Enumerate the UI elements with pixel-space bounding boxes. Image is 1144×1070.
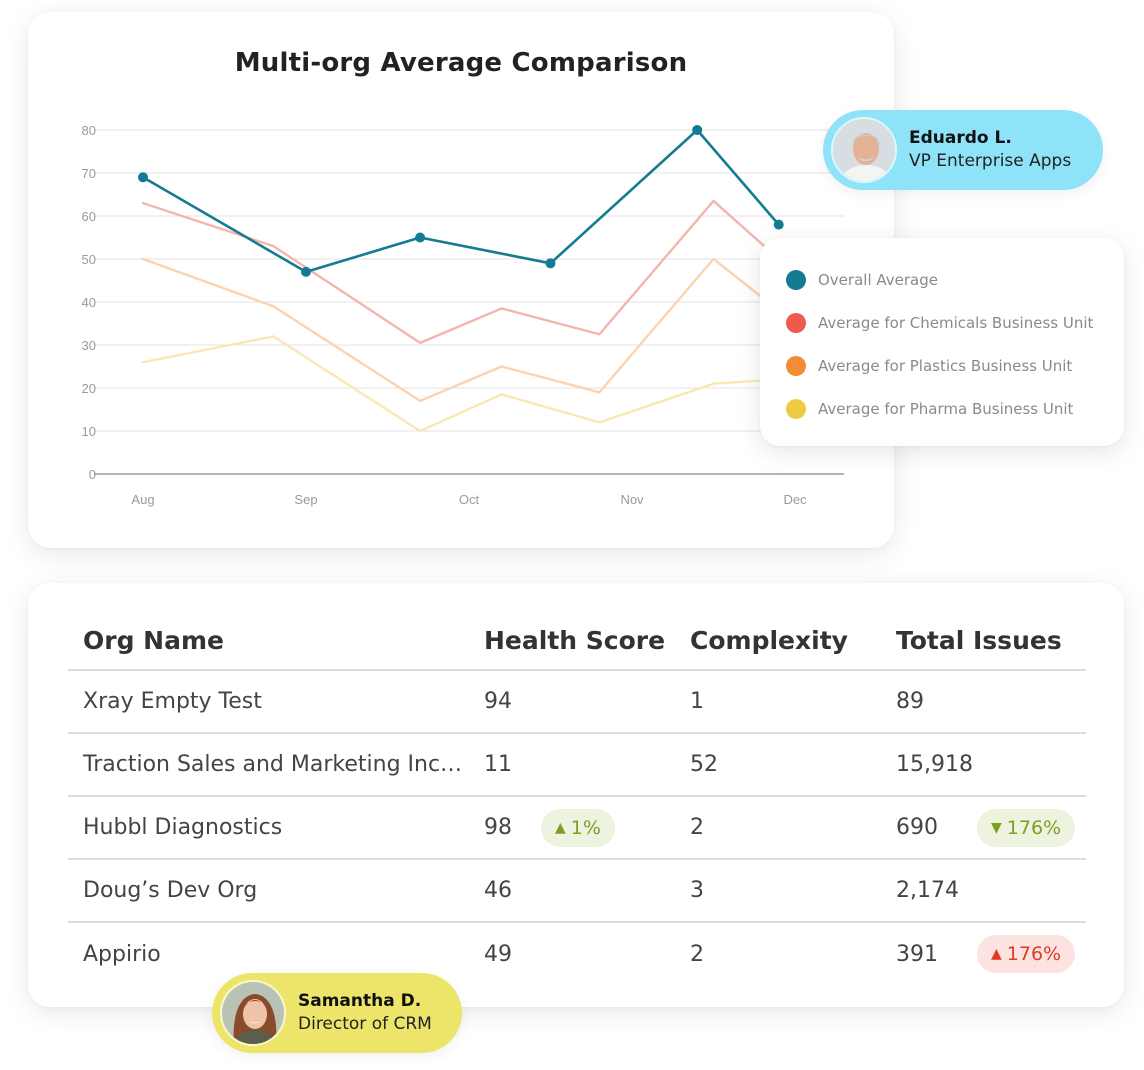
complexity-cell: 2 [690,815,704,840]
line-chart: 0 10 20 30 40 50 60 70 80 Aug Sep Oct Nov Dec [82,123,844,507]
total-issues-cell: 690 [896,815,938,840]
badge-value: 1% [570,817,601,839]
org-name-cell: Traction Sales and Marketing Inc… [83,752,463,777]
total-issues-cell: 89 [896,689,924,714]
column-header-health-score[interactable]: Health Score [484,625,666,655]
health-score-cell: 98 [484,815,512,840]
arrow-up-icon: ▲ [991,946,1002,962]
health-score-cell: 49 [484,942,512,967]
arrow-down-icon: ▼ [991,820,1002,836]
table-row[interactable]: Xray Empty Test 94 1 89 [68,671,1086,734]
person-badge-eduardo: Eduardo L. VP Enterprise Apps [823,110,1103,190]
health-score-cell: 46 [484,878,512,903]
legend-label: Average for Pharma Business Unit [818,400,1074,418]
org-name-cell: Appirio [83,942,161,967]
column-header-org-name[interactable]: Org Name [83,625,224,655]
legend-item-pharma[interactable]: Average for Pharma Business Unit [786,397,1073,421]
issues-change-badge: ▲ 176% [977,935,1076,973]
legend-item-overall[interactable]: Overall Average [786,268,938,292]
table-row[interactable]: Traction Sales and Marketing Inc… 11 52 … [68,734,1086,797]
y-tick-label: 60 [82,209,96,224]
series-point [415,232,426,243]
arrow-up-icon: ▲ [555,820,566,836]
series-point [301,266,311,277]
table-row[interactable]: Appirio 49 2 391 ▲ 176% [68,923,1086,986]
column-header-complexity[interactable]: Complexity [690,625,848,655]
y-tick-label: 0 [89,467,96,482]
series-point [773,219,784,230]
y-tick-label: 80 [82,123,96,138]
health-score-cell: 94 [484,689,512,714]
person-name: Samantha D. [298,991,422,1011]
legend-label: Average for Chemicals Business Unit [818,314,1094,332]
health-score-cell: 11 [484,752,512,777]
table-header: Org Name Health Score Complexity Total I… [68,611,1086,671]
table-row[interactable]: Hubbl Diagnostics 98 ▲ 1% 2 690 ▼ 176% [68,797,1086,860]
complexity-cell: 1 [690,689,704,714]
person-name: Eduardo L. [909,128,1012,148]
org-name-cell: Xray Empty Test [83,689,262,714]
complexity-cell: 2 [690,942,704,967]
series-line-2 [141,257,780,403]
badge-value: 176% [1006,943,1062,965]
legend-dot-icon [786,399,806,419]
org-name-cell: Doug’s Dev Org [83,878,258,903]
legend-label: Average for Plastics Business Unit [818,357,1073,375]
x-tick-label: Aug [131,492,154,507]
total-issues-cell: 2,174 [896,878,959,903]
y-tick-label: 10 [82,424,96,439]
series-line-0 [141,128,781,274]
y-tick-label: 50 [82,252,96,267]
avatar [220,980,286,1046]
chart-legend: Overall Average Average for Chemicals Bu… [760,238,1124,446]
total-issues-cell: 15,918 [896,752,973,777]
person-badge-samantha: Samantha D. Director of CRM [212,973,462,1053]
y-tick-label: 40 [82,295,96,310]
legend-dot-icon [786,313,806,333]
legend-item-chemicals[interactable]: Average for Chemicals Business Unit [786,311,1093,335]
avatar [831,117,897,183]
series-point [138,172,148,183]
series-line-1 [141,199,780,345]
column-header-total-issues[interactable]: Total Issues [896,625,1062,655]
health-change-badge: ▲ 1% [541,809,615,847]
org-name-cell: Hubbl Diagnostics [83,815,283,840]
y-tick-label: 70 [82,166,96,181]
complexity-cell: 3 [690,878,704,903]
person-role: VP Enterprise Apps [909,151,1072,171]
y-tick-label: 30 [82,338,96,353]
badge-value: 176% [1006,817,1062,839]
person-role: Director of CRM [298,1014,432,1034]
x-tick-label: Dec [783,492,807,507]
x-tick-label: Sep [294,492,317,507]
legend-label: Overall Average [818,271,938,289]
table-row[interactable]: Doug’s Dev Org 46 3 2,174 [68,860,1086,923]
y-tick-label: 20 [82,381,96,396]
series-line-3 [141,335,780,433]
chart-title: Multi-org Average Comparison [234,48,688,78]
legend-dot-icon [786,270,806,290]
chart-card: Multi-org Average Comparison 0 10 20 30 40 50… [28,12,894,548]
legend-dot-icon [786,356,806,376]
total-issues-cell: 391 [896,942,938,967]
complexity-cell: 52 [690,752,718,777]
series-point [545,258,556,269]
x-tick-label: Nov [620,492,644,507]
org-table: Org Name Health Score Complexity Total I… [28,583,1124,1007]
x-tick-label: Oct [459,492,480,507]
series-point [692,125,703,135]
legend-item-plastics[interactable]: Average for Plastics Business Unit [786,354,1072,378]
issues-change-badge: ▼ 176% [977,809,1076,847]
